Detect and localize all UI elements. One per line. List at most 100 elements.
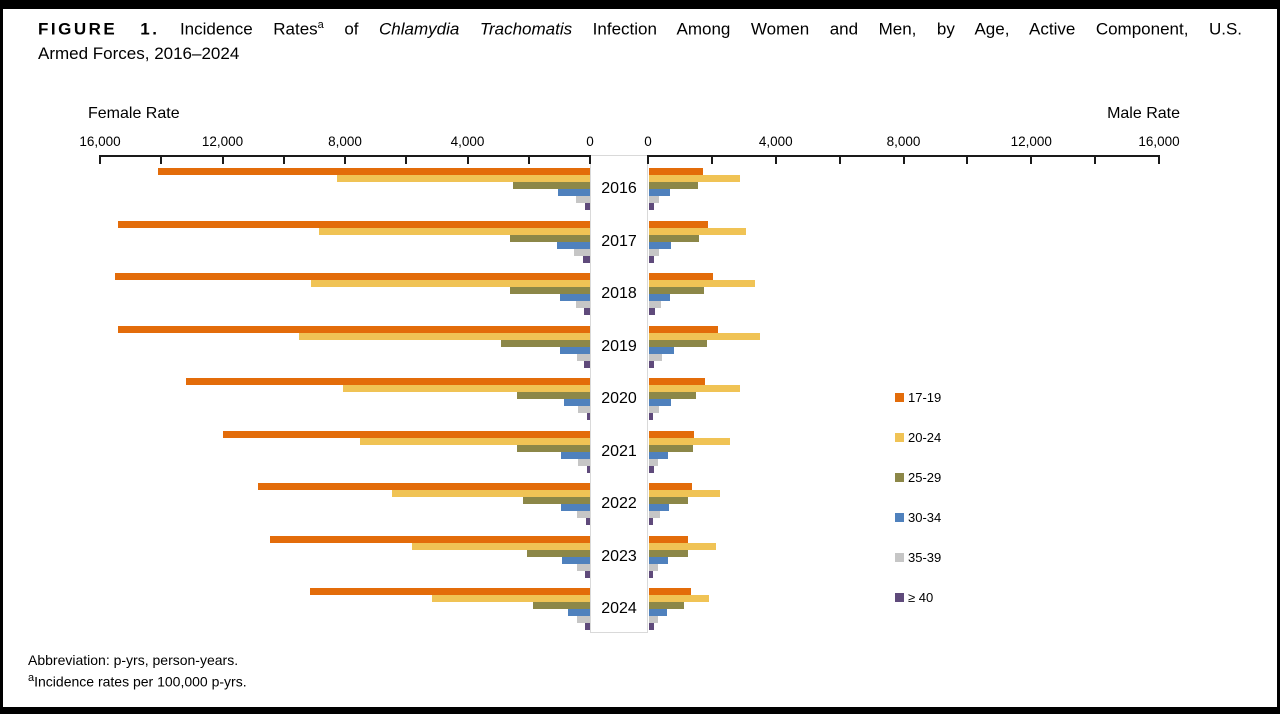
year-label: 2024 bbox=[601, 600, 637, 617]
figure-title-line2: Armed Forces, 2016–2024 bbox=[38, 43, 240, 63]
title-text: of bbox=[323, 19, 380, 39]
bar-male-20-24 bbox=[649, 490, 721, 497]
male-axis-tick-label: 0 bbox=[644, 134, 652, 149]
title-text: Incidence Rates bbox=[159, 19, 318, 39]
legend-label: 25-29 bbox=[908, 469, 942, 485]
legend-swatch bbox=[895, 592, 904, 602]
year-label: 2019 bbox=[601, 337, 637, 355]
bar-female-20-24 bbox=[318, 227, 590, 235]
legend-item: ≥ 40 bbox=[895, 589, 941, 605]
year-label: 2016 bbox=[601, 180, 637, 197]
legend-item: 20-24 bbox=[895, 429, 941, 445]
bar-female-20-24 bbox=[299, 332, 590, 340]
bar-female-25-29 bbox=[533, 602, 590, 609]
footnote-rates: aIncidence rates per 100,000 p-yrs. bbox=[28, 670, 247, 691]
bar-female-≥ 40 bbox=[585, 623, 590, 630]
bar-male-35-39 bbox=[649, 616, 659, 623]
bar-male-20-24 bbox=[649, 175, 741, 182]
bar-male-25-29 bbox=[649, 602, 684, 609]
male-axis-tick bbox=[902, 155, 905, 164]
male-axis-tick bbox=[1094, 155, 1097, 164]
bar-male-17-19 bbox=[649, 325, 719, 333]
male-axis-tick-label: 12,000 bbox=[1010, 134, 1052, 149]
year-label: 2017 bbox=[601, 232, 637, 250]
bar-female-30-34 bbox=[561, 556, 590, 564]
bar-male-35-39 bbox=[649, 406, 660, 413]
bar-male-30-34 bbox=[649, 241, 672, 249]
male-axis-tick bbox=[710, 155, 713, 164]
female-axis-tick-label: 8,000 bbox=[328, 134, 362, 149]
bar-male-17-19 bbox=[649, 430, 694, 438]
bar-female-17-19 bbox=[115, 273, 590, 280]
legend-item: 17-19 bbox=[895, 389, 941, 405]
female-axis-tick bbox=[527, 155, 530, 164]
bar-female-≥ 40 bbox=[583, 360, 590, 368]
female-axis-tick bbox=[466, 155, 469, 164]
bar-female-17-19 bbox=[158, 168, 590, 175]
bar-male-25-29 bbox=[649, 444, 694, 452]
bar-male-35-39 bbox=[649, 458, 658, 466]
bar-male-25-29 bbox=[649, 549, 688, 557]
figure-border-bottom bbox=[0, 707, 1280, 714]
bar-female-30-34 bbox=[560, 451, 590, 459]
bar-male-30-34 bbox=[649, 609, 667, 616]
bar-female-30-34 bbox=[564, 399, 590, 406]
year-label: 2021 bbox=[601, 442, 637, 460]
bar-female-17-19 bbox=[257, 483, 590, 490]
bar-male-≥ 40 bbox=[649, 255, 655, 263]
bar-male-25-29 bbox=[649, 234, 700, 242]
bar-female-20-24 bbox=[343, 385, 590, 392]
legend-swatch bbox=[895, 392, 904, 402]
female-axis-tick-label: 16,000 bbox=[79, 134, 121, 149]
bar-male-≥ 40 bbox=[649, 623, 654, 630]
bar-male-≥ 40 bbox=[649, 360, 655, 368]
bar-female-17-19 bbox=[269, 535, 590, 543]
bar-female-35-39 bbox=[575, 301, 590, 308]
bar-female-35-39 bbox=[578, 458, 590, 466]
bar-female-≥ 40 bbox=[585, 518, 590, 525]
male-axis-tick bbox=[1158, 155, 1160, 164]
bar-female-17-19 bbox=[222, 430, 590, 438]
bar-female-17-19 bbox=[118, 220, 590, 228]
bar-female-≥ 40 bbox=[582, 255, 590, 263]
legend-item: 30-34 bbox=[895, 509, 941, 525]
bar-male-30-34 bbox=[649, 294, 671, 301]
female-axis-tick-label: 12,000 bbox=[201, 134, 244, 149]
chart-legend: 17-19 20-24 25-29 30-34 35-39 ≥ 40 bbox=[895, 389, 941, 629]
female-axis-tick bbox=[160, 155, 163, 164]
bar-male-35-39 bbox=[649, 563, 658, 571]
legend-item: 35-39 bbox=[895, 549, 941, 565]
bar-female-25-29 bbox=[513, 182, 590, 189]
bar-female-30-34 bbox=[557, 189, 590, 196]
bar-female-35-39 bbox=[578, 406, 590, 413]
bar-male-25-29 bbox=[649, 287, 704, 294]
female-axis-tick bbox=[589, 155, 591, 164]
bar-male-≥ 40 bbox=[649, 413, 654, 420]
figure-border-left bbox=[0, 0, 3, 714]
bar-male-17-19 bbox=[649, 483, 692, 490]
bar-male-≥ 40 bbox=[649, 518, 654, 525]
bar-male-25-29 bbox=[649, 182, 698, 189]
bar-male-20-24 bbox=[649, 280, 756, 287]
legend-label: 35-39 bbox=[908, 549, 942, 565]
bar-female-≥ 40 bbox=[586, 413, 590, 420]
bar-female-30-34 bbox=[567, 609, 590, 616]
bar-male-25-29 bbox=[649, 497, 689, 504]
bar-male-25-29 bbox=[649, 339, 708, 347]
bar-male-30-34 bbox=[649, 189, 671, 196]
bar-male-20-24 bbox=[649, 385, 741, 392]
bar-female-20-24 bbox=[432, 595, 590, 602]
bar-female-≥ 40 bbox=[585, 203, 590, 210]
bar-male-20-24 bbox=[649, 332, 761, 340]
bar-female-35-39 bbox=[575, 196, 590, 203]
bar-male-20-24 bbox=[649, 227, 747, 235]
bar-male-≥ 40 bbox=[649, 570, 654, 578]
bar-female-20-24 bbox=[337, 175, 590, 182]
bar-female-20-24 bbox=[360, 437, 590, 445]
bar-female-30-34 bbox=[559, 294, 590, 301]
bar-female-25-29 bbox=[510, 234, 590, 242]
figure-number: FIGURE 1. bbox=[38, 19, 160, 39]
female-axis-tick-label: 0 bbox=[586, 134, 594, 149]
bar-female-25-29 bbox=[501, 339, 590, 347]
male-axis-tick bbox=[966, 155, 969, 164]
